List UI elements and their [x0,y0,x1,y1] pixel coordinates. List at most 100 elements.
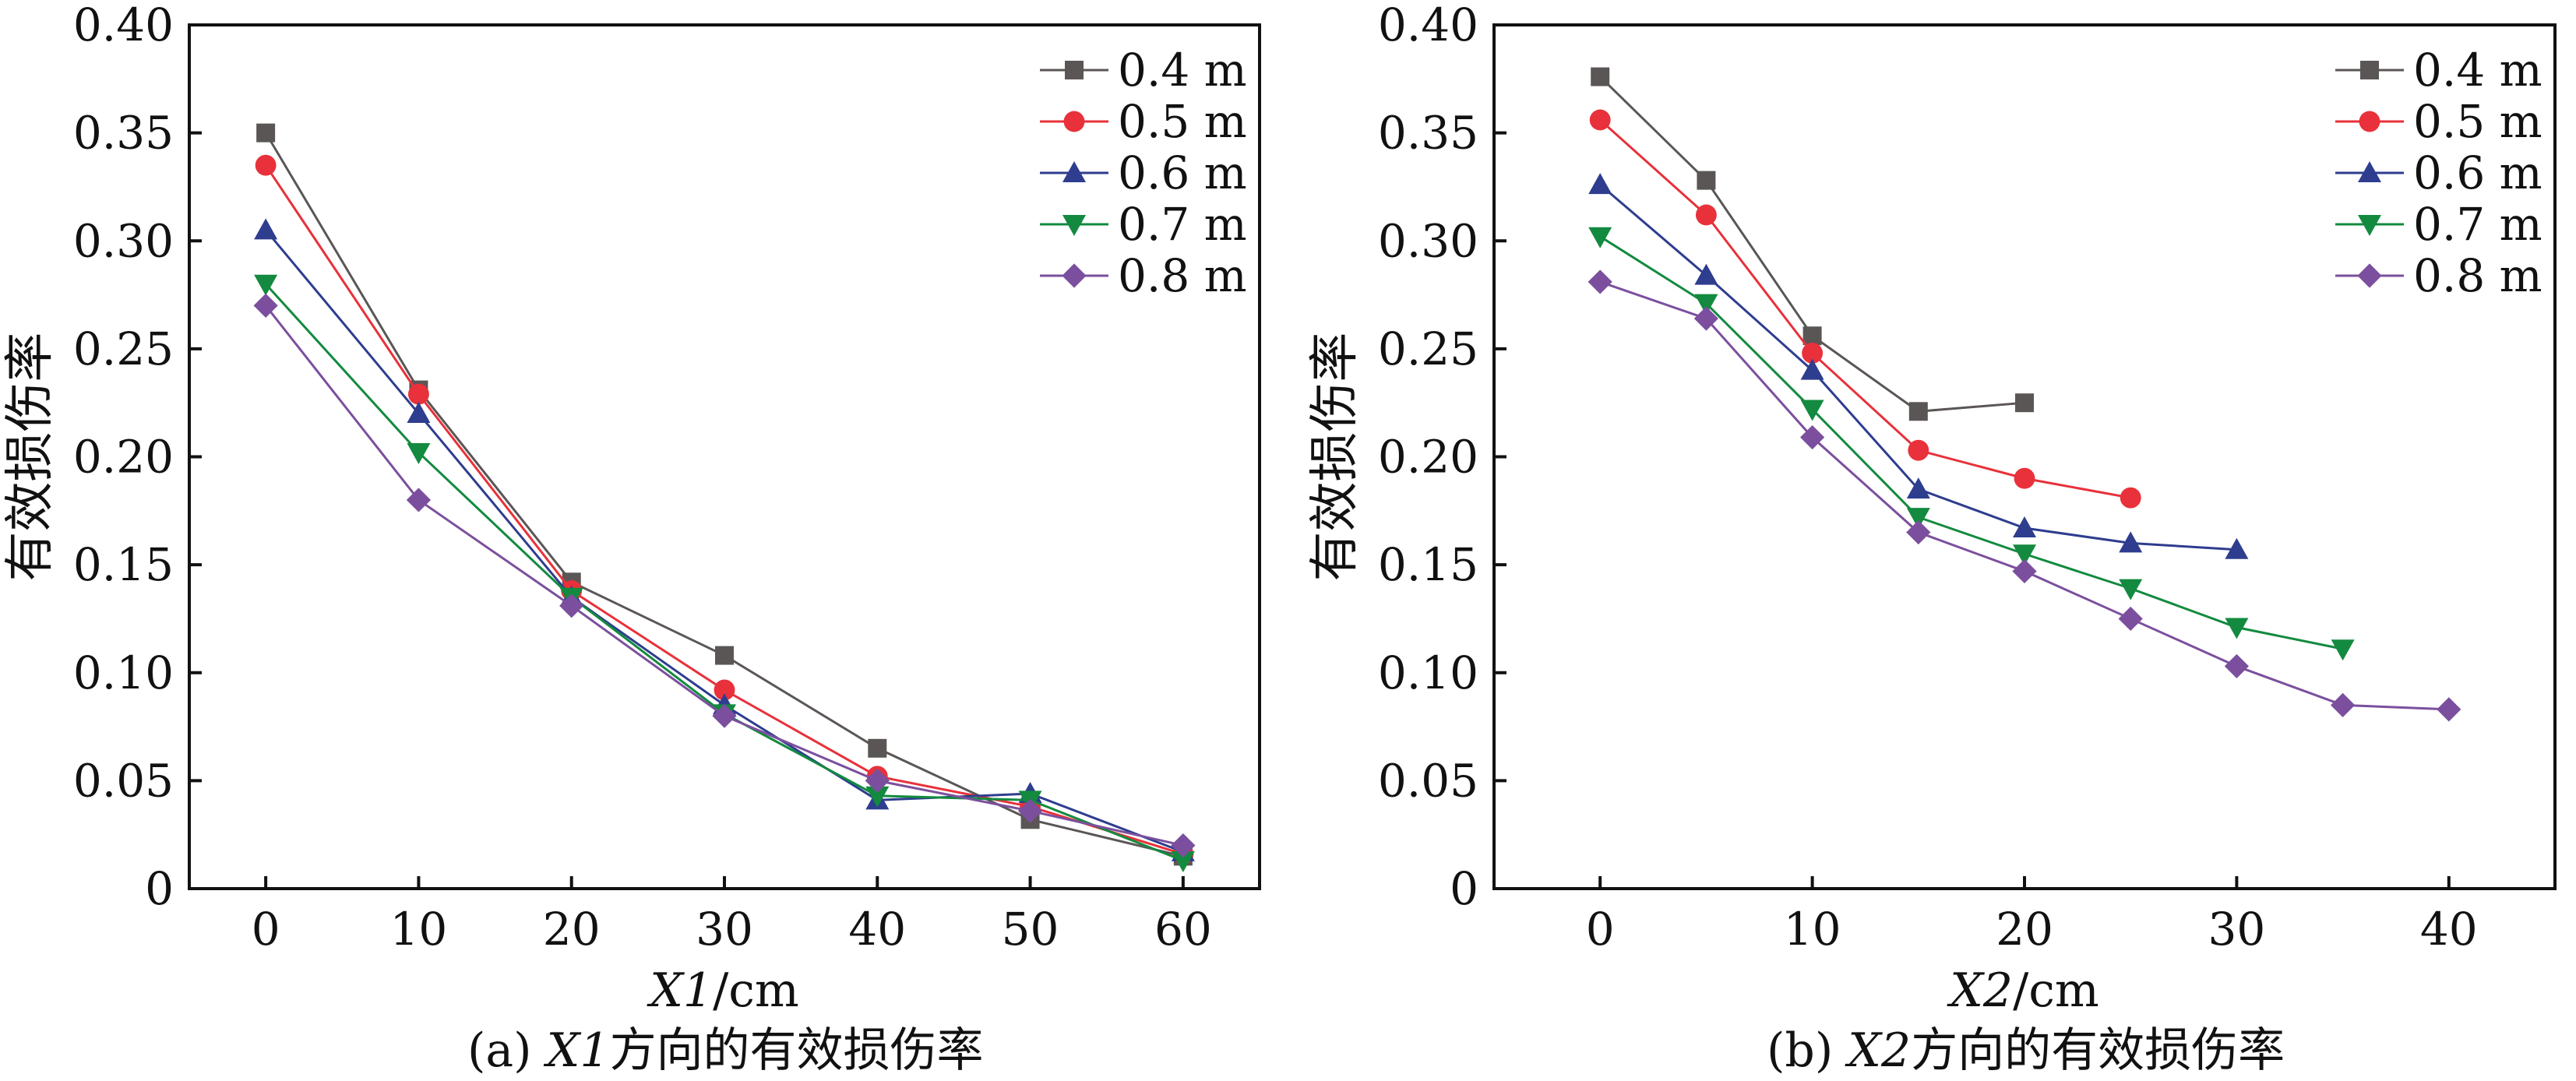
legend-label: 0.4 m [2413,44,2543,97]
data-point [1908,402,1928,421]
data-point [1591,67,1610,86]
data-point [1171,850,1195,872]
legend-label: 0.5 m [1118,95,1247,148]
series-line [1599,118,2131,499]
y-tick-label: 0.35 [73,107,174,160]
data-point [2119,579,2143,600]
data-point [1906,508,1930,530]
y-tick-label: 0 [145,862,174,915]
x-tick-label: 10 [1784,903,1841,956]
y-axis-label: 有效损伤率 [2,333,59,582]
x-tick-label: 40 [2420,903,2478,956]
data-point [254,218,278,240]
data-point [255,154,277,176]
y-tick-label: 0.40 [1378,0,1478,51]
data-point [1697,171,1716,190]
data-point [2119,531,2143,553]
legend-marker [2358,161,2381,182]
data-point [407,383,429,405]
x-axis-label-var: X2 [1947,963,2013,1018]
y-tick-label: 0.25 [1378,322,1478,375]
data-point [1906,477,1930,499]
data-point [1694,263,1718,285]
x-tick-label: 0 [252,903,280,956]
data-point [256,123,276,143]
legend-marker [1063,111,1085,132]
legend-marker [1065,61,1084,79]
caption-a-prefix: (a) [467,1023,547,1078]
data-point [1800,358,1824,380]
caption-b: (b) X2方向的有效损伤率 [1767,1012,2285,1080]
legend-marker [2360,61,2379,79]
y-tick-label: 0.10 [1378,646,1478,699]
y-tick-label: 0.05 [73,754,174,807]
legend-label: 0.8 m [2413,249,2543,302]
legend-label: 0.5 m [2413,95,2543,148]
data-point [2225,618,2249,639]
legend-label: 0.6 m [2413,146,2543,199]
data-point [1588,227,1612,248]
data-point [1693,306,1718,331]
legend-label: 0.6 m [1118,146,1247,199]
x-tick-label: 60 [1154,903,1212,956]
x-tick-label: 10 [390,903,448,956]
data-point [2225,537,2249,559]
x-tick-label: 40 [848,903,906,956]
data-point [1694,294,1718,315]
legend-marker [1062,215,1086,236]
data-point [1800,400,1824,421]
data-point [559,593,584,618]
data-point [2013,544,2036,566]
x-tick-label: 30 [696,903,753,956]
x-axis-label-var: X1 [647,963,713,1018]
chart-panel-a: 0 0.05 0.10 0.15 0.20 0.25 0.30 0.35 0.40 0 10 20 30… [2,0,1261,1018]
y-tick-label: 0.20 [1378,431,1478,484]
data-point [712,703,737,728]
data-point [2331,692,2356,717]
x-tick-label: 20 [1996,903,2053,956]
legend-marker [2358,215,2381,236]
series-line [264,164,1184,856]
y-tick-label: 0.40 [73,0,174,51]
y-tick-label: 0.30 [73,214,174,267]
data-point [1800,424,1825,450]
data-point [1588,269,1612,294]
series-line [264,132,1184,857]
legend-marker [2357,263,2382,288]
series-line [1599,235,2343,650]
legend-marker [2359,111,2380,132]
plot-frame [1492,23,2557,890]
data-point [2437,697,2461,722]
caption-a-suffix: 方向的有效损伤率 [609,1023,984,1078]
y-tick-label: 0.35 [1378,107,1478,160]
y-tick-label: 0.20 [73,431,174,484]
data-point [865,786,890,808]
y-tick-label: 0.30 [1378,214,1478,267]
x-axis-label: X2/cm [1947,963,2099,1018]
y-tick-label: 0.10 [73,646,174,699]
data-point [868,738,887,758]
data-point [1589,109,1611,131]
caption-a-var: X1 [546,1023,610,1078]
data-point [1802,342,1824,364]
plot-frame [188,23,1261,890]
data-point [2012,558,2037,584]
data-point [2118,606,2143,632]
data-point [2120,487,2141,509]
x-tick-label: 0 [1586,903,1615,956]
chart-panel-b: 0 0.05 0.10 0.15 0.20 0.25 0.30 0.35 0.40 0 10 20 30… [1306,0,2557,1018]
data-point [2013,516,2036,537]
data-point [2331,639,2355,661]
caption-b-var: X2 [1848,1023,1912,1078]
caption-b-prefix: (b) [1767,1023,1848,1078]
data-point [1906,519,1931,545]
x-tick-label: 20 [543,903,601,956]
series-line [264,229,1184,854]
data-point [1695,204,1717,226]
legend-label: 0.7 m [2413,198,2543,251]
legend-label: 0.8 m [1118,249,1247,302]
legend-label: 0.7 m [1118,198,1247,251]
y-axis-label: 有效损伤率 [1306,333,1364,582]
caption-b-suffix: 方向的有效损伤率 [1911,1023,2285,1078]
